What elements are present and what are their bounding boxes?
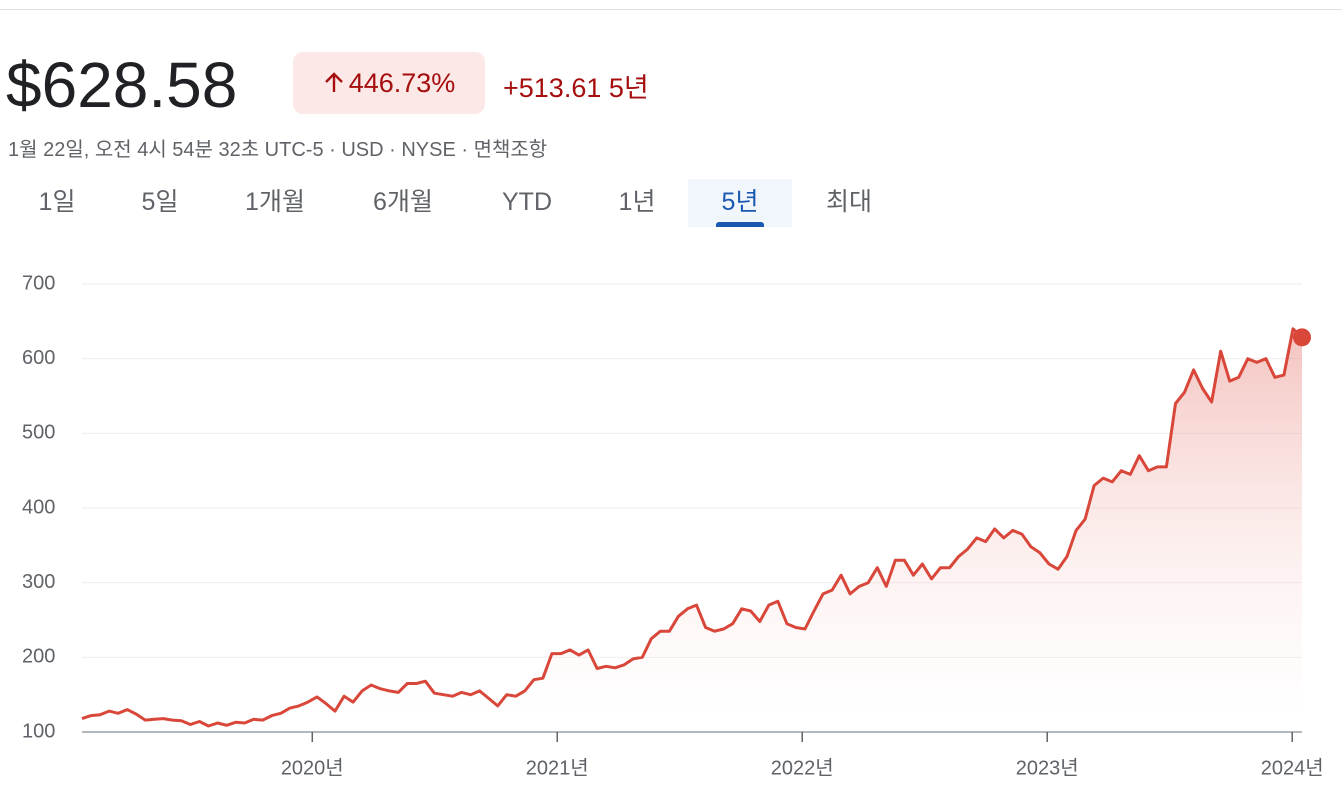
price: $628.58 <box>6 49 238 121</box>
tab[interactable]: 1개월 <box>245 188 305 216</box>
divider <box>0 9 1342 10</box>
tab[interactable]: 1일 <box>38 188 76 216</box>
y-tick-label: 400 <box>22 496 55 518</box>
price-line <box>81 327 1304 728</box>
tab[interactable]: 5일 <box>141 188 179 216</box>
tab[interactable]: YTD <box>502 188 552 216</box>
change-badge: 446.73% <box>293 52 485 114</box>
period: 5년 <box>608 73 649 103</box>
change-pct: 446.73% <box>348 67 456 98</box>
y-tick-label: 700 <box>22 272 55 294</box>
x-tick-label: 2021년 <box>526 756 589 779</box>
x-tick-label: 2023년 <box>1016 756 1079 779</box>
y-tick-label: 200 <box>22 646 55 668</box>
change-abs: +513.61 5년 <box>503 66 649 105</box>
meta: 1월 22일, 오전 4시 54분 32초 UTC-5 · USD · NYSE… <box>8 139 548 161</box>
tab[interactable]: 1년 <box>618 188 656 216</box>
x-tick-label: 2022년 <box>771 756 834 779</box>
y-tick-label: 300 <box>22 571 55 593</box>
tab[interactable]: 최대 <box>825 188 872 216</box>
tab[interactable]: 5년 <box>688 179 792 227</box>
y-tick-label: 500 <box>22 422 55 444</box>
up-arrow <box>324 72 343 92</box>
last-point <box>1293 328 1311 347</box>
tab[interactable]: 6개월 <box>373 188 433 216</box>
change-abs-value: +513.61 <box>503 73 602 103</box>
y-tick-label: 600 <box>22 347 55 369</box>
y-tick-label: 100 <box>22 720 55 742</box>
area <box>82 328 1302 732</box>
x-tick-label: 2020년 <box>281 756 344 779</box>
x-tick-label: 2024년 <box>1261 756 1324 779</box>
